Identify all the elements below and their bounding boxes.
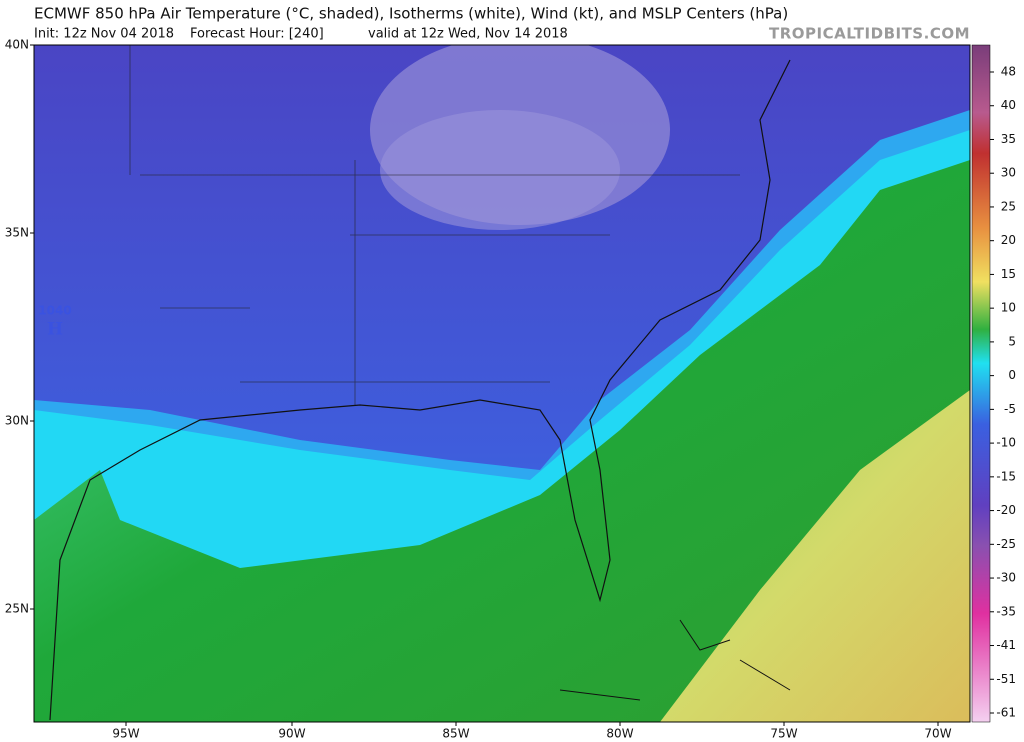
valid-time: valid at 12z Wed, Nov 14 2018 <box>368 27 568 42</box>
map-area <box>34 45 970 722</box>
colorbar-label: 10 <box>1001 301 1016 315</box>
colorbar-label: -30 <box>996 571 1016 585</box>
colorbar-label: -5 <box>1004 402 1016 416</box>
colorbar-label: 5 <box>1008 334 1016 348</box>
colorbar-label: -10 <box>996 436 1016 450</box>
lat-label: 40N <box>5 38 29 52</box>
title: ECMWF 850 hPa Air Temperature (°C, shade… <box>34 5 788 23</box>
lon-label: 75W <box>770 727 797 741</box>
lon-label: 90W <box>278 727 305 741</box>
pressure-label: H <box>47 320 63 340</box>
colorbar-label: -25 <box>996 537 1016 551</box>
colorbar <box>971 44 991 723</box>
pressure-value: 1040 <box>38 304 71 318</box>
colorbar-label: -51 <box>996 672 1016 686</box>
colorbar-label: -20 <box>996 503 1016 517</box>
colorbar-label: -41 <box>996 638 1016 652</box>
colorbar-label: -15 <box>996 469 1016 483</box>
colorbar-label: 35 <box>1001 132 1016 146</box>
lon-label: 80W <box>606 727 633 741</box>
colorbar-label: 40 <box>1001 98 1016 112</box>
brand: TROPICALTIDBITS.COM <box>769 25 970 43</box>
colorbar-label: 25 <box>1001 199 1016 213</box>
colorbar-label: 15 <box>1001 267 1016 281</box>
lat-label: 25N <box>5 602 29 616</box>
lon-label: 70W <box>924 727 951 741</box>
lat-label: 35N <box>5 226 29 240</box>
colorbar-label: 48 <box>1001 65 1016 79</box>
lon-label: 85W <box>442 727 469 741</box>
colorbar-label: -61 <box>996 706 1016 720</box>
colorbar-label: 20 <box>1001 233 1016 247</box>
axes: 40N 35N 30N 25N 95W 90W 85W 80W 75W 70W 48 40 35 30 25… <box>5 38 1016 741</box>
lon-label: 95W <box>112 727 139 741</box>
lat-label: 30N <box>5 414 29 428</box>
colorbar-label: 0 <box>1008 368 1016 382</box>
forecast-hour: Forecast Hour: [240] <box>190 27 324 42</box>
colorbar-label: -35 <box>996 604 1016 618</box>
init: Init: 12z Nov 04 2018 <box>34 27 174 42</box>
colorbar-label: 30 <box>1001 166 1016 180</box>
